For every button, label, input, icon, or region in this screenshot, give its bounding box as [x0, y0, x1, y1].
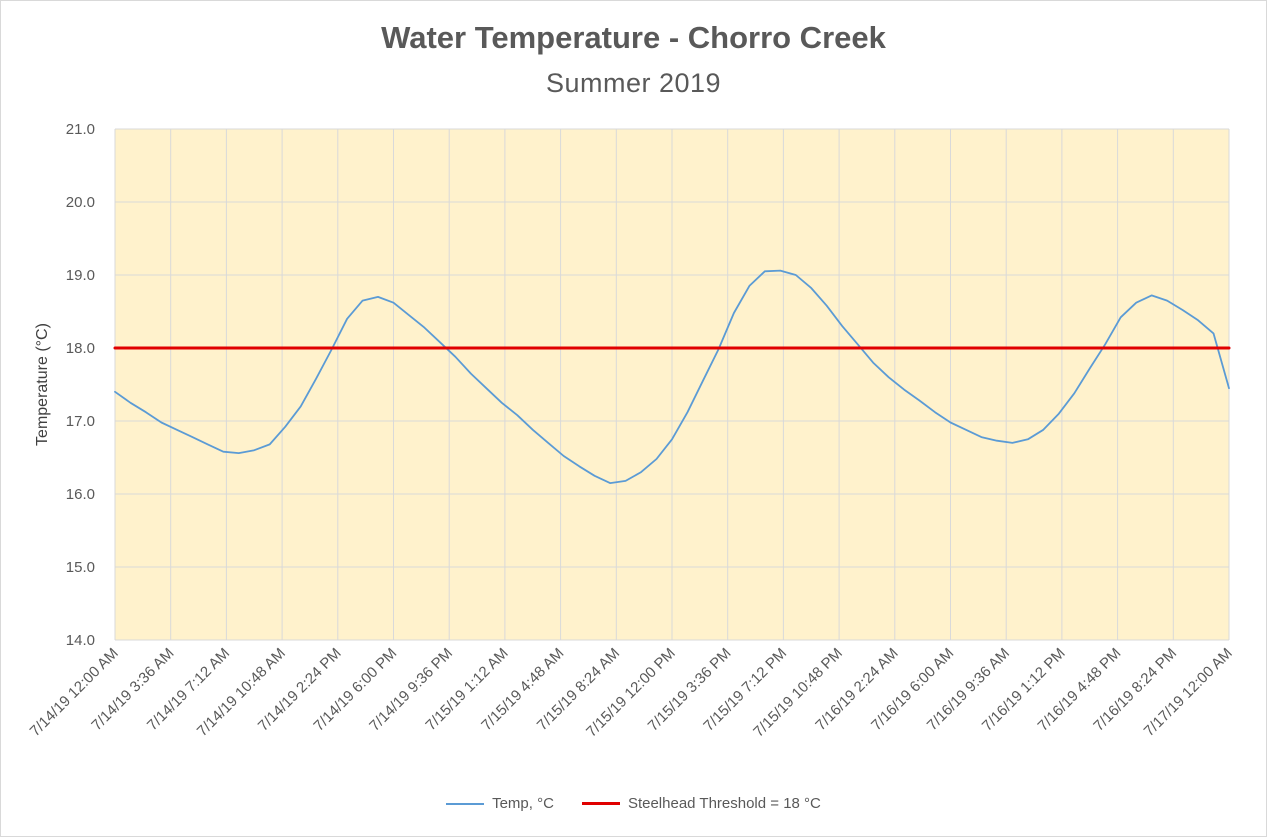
y-tick-label: 14.0: [66, 632, 95, 649]
y-tick-label: 21.0: [66, 121, 95, 138]
legend-label-temp: Temp, °C: [492, 795, 554, 812]
legend: Temp, °C Steelhead Threshold = 18 °C: [0, 795, 1267, 812]
x-axis-ticks: 7/14/19 12:00 AM7/14/19 3:36 AM7/14/19 7…: [27, 645, 1236, 741]
y-tick-label: 16.0: [66, 486, 95, 503]
y-tick-label: 17.0: [66, 413, 95, 430]
legend-swatch-temp: [446, 802, 485, 805]
y-axis-title: Temperature (°C): [34, 323, 51, 446]
y-axis-ticks: 14.0 15.0 16.0 17.0 18.0 19.0 20.0 21.0: [66, 121, 95, 649]
temp-series-line: [114, 269, 1230, 485]
chart-subtitle: Summer 2019: [545, 68, 722, 98]
y-tick-label: 18.0: [66, 340, 95, 357]
y-tick-label: 19.0: [66, 267, 95, 284]
gridlines: [114, 128, 1230, 641]
legend-swatch-threshold: [581, 802, 620, 805]
y-tick-label: 20.0: [66, 194, 95, 211]
y-tick-label: 15.0: [66, 559, 95, 576]
legend-item-threshold: Steelhead Threshold = 18 °C: [581, 795, 821, 812]
legend-label-threshold: Steelhead Threshold = 18 °C: [627, 795, 821, 812]
chart-title: Water Temperature - Chorro Creek: [381, 20, 886, 55]
series-layer: [113, 269, 1231, 485]
legend-item-temp: Temp, °C: [446, 795, 554, 812]
